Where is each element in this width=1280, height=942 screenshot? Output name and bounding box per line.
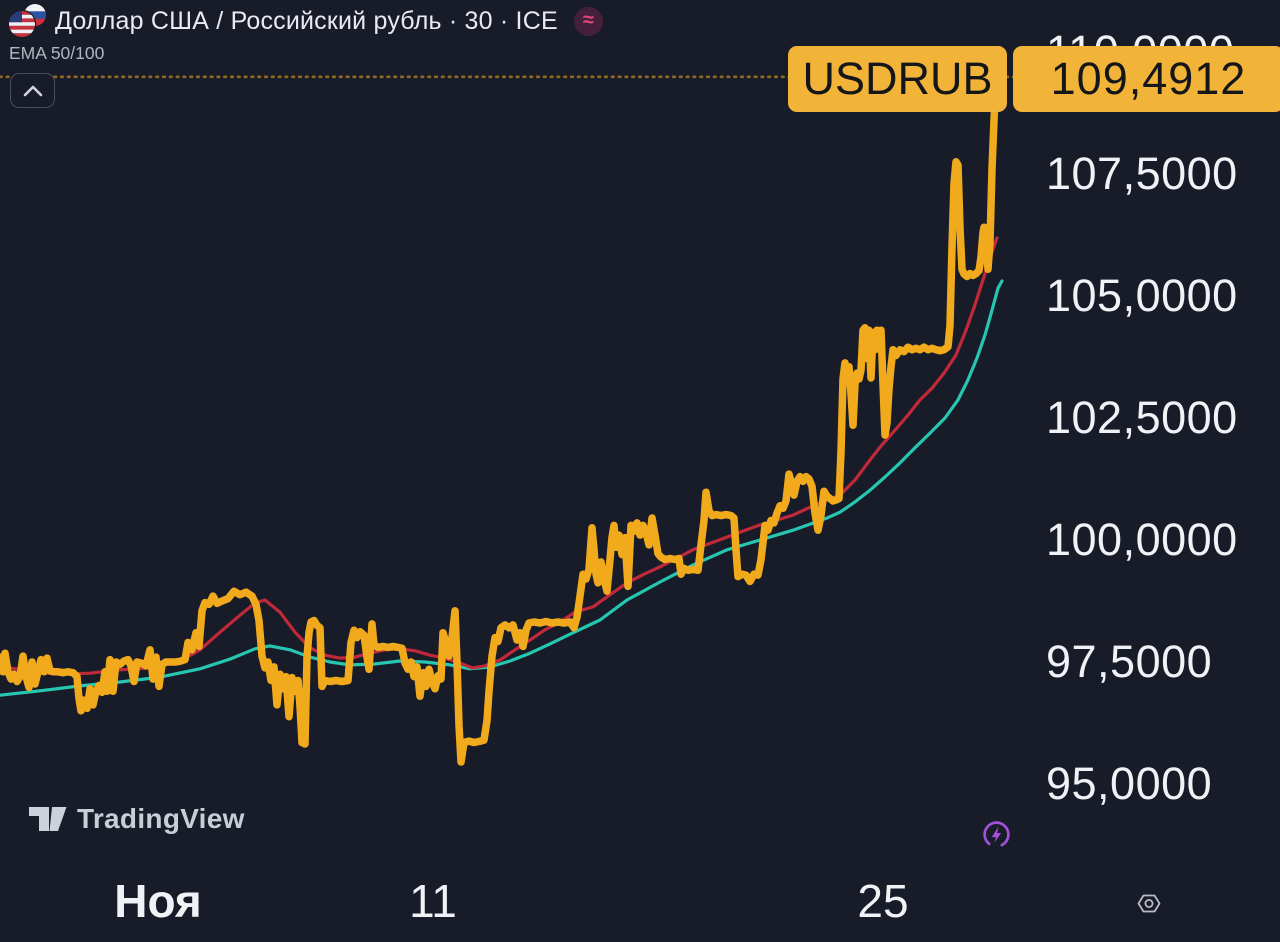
tradingview-logo-icon (29, 807, 67, 831)
collapse-pane-button[interactable] (10, 73, 55, 108)
series-ema-50 (0, 236, 999, 676)
settings-hexagon-icon[interactable] (1134, 889, 1164, 918)
approx-data-badge[interactable]: ≈ (573, 6, 603, 36)
flash-icon[interactable] (981, 819, 1012, 850)
usdrub-pair-flag-icon (8, 4, 46, 39)
price-scale-label: 97,5000 (1046, 636, 1213, 687)
price-scale-label: 102,5000 (1046, 392, 1238, 443)
price-scale-label: 95,0000 (1046, 758, 1213, 809)
time-scale-label: Ноя (114, 875, 202, 927)
time-scale-label: 11 (409, 875, 457, 927)
series-usdrub (0, 73, 1000, 766)
price-scale-label: 107,5000 (1046, 148, 1238, 199)
chevron-up-icon (23, 85, 42, 96)
time-scale-label: 25 (857, 875, 909, 927)
last-price-pill[interactable]: 109,4912 (1013, 46, 1280, 112)
tradingview-watermark[interactable]: TradingView (28, 803, 245, 835)
price-scale-label: 105,0000 (1046, 270, 1238, 321)
symbol-pill[interactable]: USDRUB (788, 46, 1007, 112)
symbol-title[interactable]: Доллар США / Российский рубль · 30 · ICE (55, 6, 558, 35)
watermark-label: TradingView (77, 803, 245, 834)
ema-indicator-label: EMA 50/100 (9, 43, 105, 63)
price-scale-label: 100,0000 (1046, 514, 1238, 565)
chart-header: Доллар США / Российский рубль · 30 · ICE… (8, 3, 603, 39)
